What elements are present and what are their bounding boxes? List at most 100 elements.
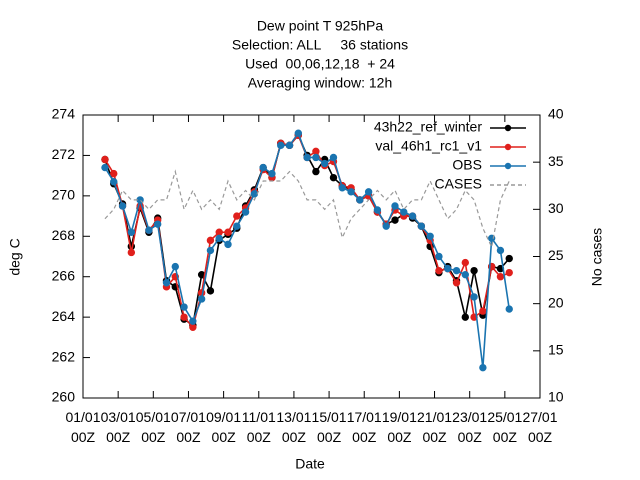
- point-marker: [233, 222, 241, 230]
- point-marker: [408, 212, 417, 220]
- point-marker: [224, 240, 232, 249]
- y-tick-label: 260: [52, 389, 76, 405]
- point-marker: [479, 363, 487, 372]
- point-marker: [505, 254, 513, 263]
- x-tick-label: 11/01 00Z: [241, 409, 276, 445]
- point-marker: [101, 155, 109, 164]
- point-marker: [101, 163, 109, 172]
- x-tick-label: 23/01 00Z: [452, 409, 488, 445]
- legend-marker: [504, 124, 512, 132]
- y2-tick-label: 40: [548, 106, 564, 122]
- x-tick-label: 25/01 00Z: [487, 409, 523, 445]
- y-tick-label: 262: [52, 348, 76, 364]
- x-tick-label: 15/01 00Z: [311, 409, 347, 445]
- legend-label: OBS: [452, 157, 482, 173]
- x-tick-label: 03/01 00Z: [100, 409, 136, 445]
- point-marker: [241, 208, 250, 216]
- point-marker: [470, 266, 478, 275]
- chart-title: Dew point T 925hPa: [257, 18, 384, 34]
- point-marker: [233, 212, 241, 220]
- point-marker: [259, 163, 267, 172]
- legend-label: CASES: [435, 176, 482, 192]
- point-marker: [496, 273, 505, 281]
- point-marker: [277, 141, 285, 150]
- point-marker: [382, 222, 390, 230]
- y-tick-label: 268: [52, 227, 76, 243]
- point-marker: [285, 141, 294, 150]
- y2-axis-label: No cases: [589, 228, 605, 286]
- point-marker: [145, 226, 153, 234]
- x-tick-label: 19/01 00Z: [381, 409, 417, 445]
- x-tick-label: 21/01 00Z: [417, 409, 453, 445]
- legend-marker: [504, 162, 512, 170]
- point-marker: [461, 313, 469, 321]
- point-marker: [215, 234, 223, 243]
- series-line: [104, 169, 510, 250]
- point-marker: [444, 264, 452, 273]
- point-marker: [171, 262, 179, 271]
- x-tick-label: 01/01 00Z: [65, 409, 101, 445]
- point-marker: [338, 184, 346, 192]
- point-marker: [206, 287, 215, 295]
- y-tick-label: 264: [52, 308, 76, 324]
- point-marker: [206, 246, 215, 255]
- point-marker: [461, 270, 469, 279]
- point-marker: [391, 216, 399, 224]
- point-marker: [180, 313, 188, 321]
- x-tick-label: 17/01 00Z: [346, 409, 382, 445]
- point-marker: [417, 222, 426, 230]
- point-marker: [435, 266, 443, 275]
- y2-tick-label: 30: [548, 200, 564, 216]
- point-marker: [189, 317, 197, 325]
- point-marker: [197, 295, 206, 303]
- y2-tick-label: 25: [548, 247, 564, 263]
- point-marker: [312, 147, 320, 156]
- point-marker: [426, 232, 434, 240]
- legend-marker: [504, 143, 512, 151]
- point-marker: [479, 307, 487, 315]
- point-marker: [110, 169, 118, 178]
- point-marker: [320, 159, 329, 168]
- y2-tick-label: 10: [548, 389, 564, 405]
- x-axis-label: Date: [295, 456, 325, 472]
- point-marker: [312, 167, 320, 176]
- point-marker: [505, 268, 513, 277]
- point-marker: [110, 178, 118, 186]
- y-tick-label: 272: [52, 146, 76, 162]
- point-marker: [180, 303, 188, 311]
- y-tick-label: 270: [52, 187, 76, 203]
- series-line: [104, 133, 510, 327]
- point-marker: [373, 206, 382, 214]
- x-tick-label: 09/01 00Z: [206, 409, 242, 445]
- series-line: [104, 133, 510, 329]
- point-marker: [391, 202, 399, 210]
- chart-title: Used 00,06,12,18 + 24: [245, 56, 395, 72]
- point-marker: [356, 196, 364, 204]
- x-tick-label: 07/01 00Z: [170, 409, 206, 445]
- point-marker: [364, 188, 373, 196]
- y2-tick-label: 15: [548, 342, 564, 358]
- point-marker: [505, 305, 513, 313]
- chart-title: Selection: ALL 36 stations: [232, 37, 408, 53]
- point-marker: [162, 279, 171, 287]
- y-tick-label: 274: [52, 106, 76, 122]
- point-marker: [127, 228, 136, 236]
- point-marker: [294, 129, 303, 137]
- point-marker: [118, 202, 127, 210]
- point-marker: [452, 279, 461, 287]
- y2-tick-label: 35: [548, 153, 564, 169]
- point-marker: [461, 258, 469, 267]
- point-marker: [312, 153, 320, 162]
- point-marker: [224, 228, 232, 236]
- y-tick-label: 266: [52, 267, 76, 283]
- chart-title: Averaging window: 12h: [248, 75, 393, 91]
- point-marker: [154, 220, 162, 228]
- point-marker: [347, 188, 355, 196]
- point-marker: [206, 236, 215, 245]
- y2-tick-label: 20: [548, 294, 564, 310]
- point-marker: [329, 153, 338, 162]
- point-marker: [303, 153, 311, 162]
- point-marker: [496, 246, 505, 255]
